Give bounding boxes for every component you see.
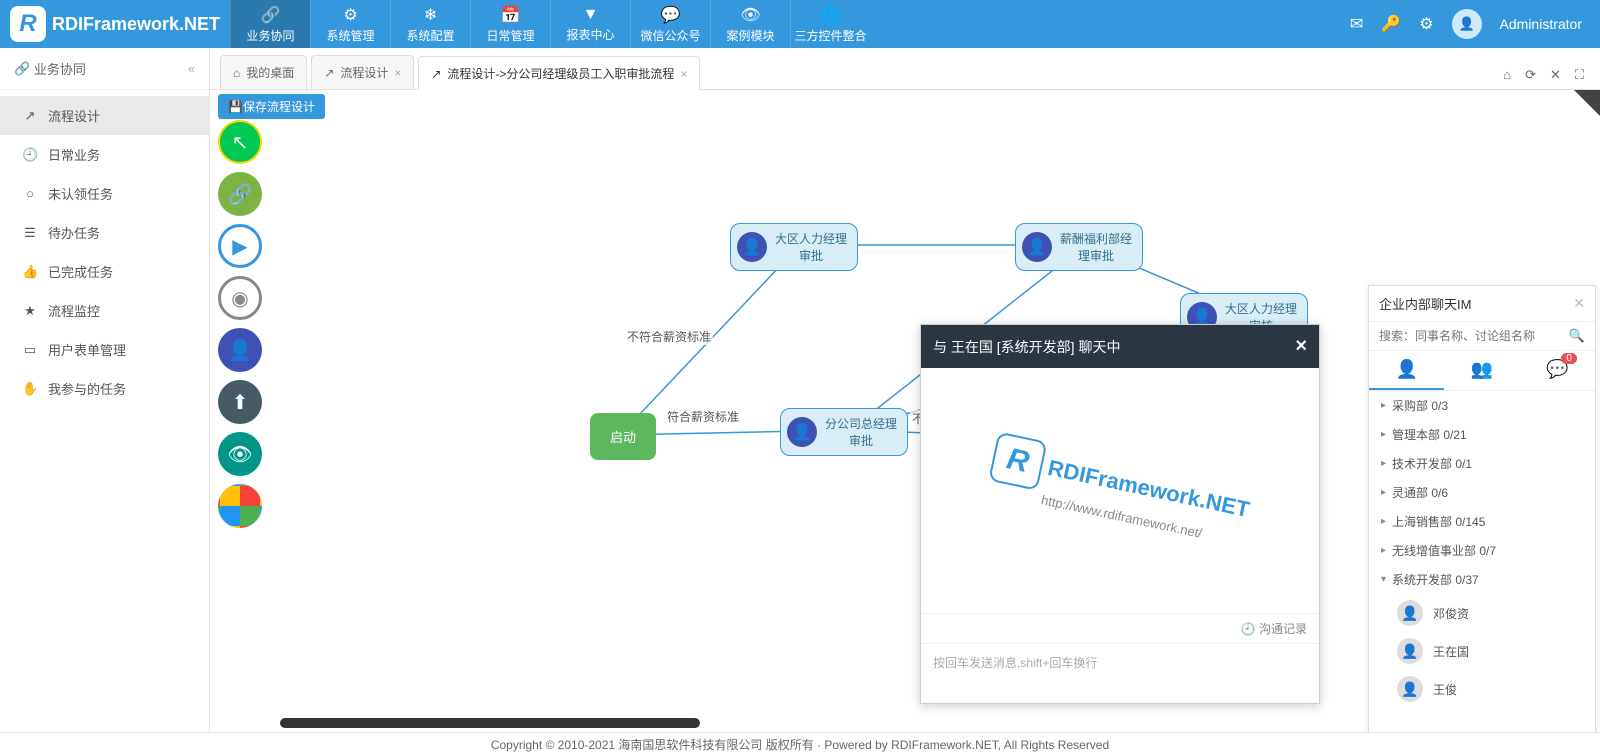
sidebar-item[interactable]: ○未认领任务 [0,174,209,213]
key-icon[interactable]: 🔑 [1381,14,1401,34]
tabbar-actions: ⌂ ⟳ ✕ ⛶ [1503,67,1600,89]
nav-item[interactable]: 👁案例模块 [710,0,790,48]
chat-titlebar[interactable]: 与 王在国 [系统开发部] 聊天中 × [921,325,1319,368]
corner-flag[interactable] [1574,90,1600,116]
tab[interactable]: ↗流程设计->分公司经理级员工入职审批流程× [418,56,700,90]
logo-icon: R [10,6,46,42]
sidebar-menu: ↗流程设计🕘日常业务○未认领任务☰待办任务👍已完成任务★流程监控▭用户表单管理✋… [0,90,209,414]
footer-text: Copyright © 2010-2021 海南国思软件科技有限公司 版权所有 … [491,736,1109,753]
home-icon[interactable]: ⌂ [1503,67,1511,83]
palette-link[interactable]: 🔗 [218,172,262,216]
chat-close-icon[interactable]: × [1295,335,1307,358]
sidebar-item[interactable]: ✋我参与的任务 [0,369,209,408]
im-contact-list: ▸采购部 0/3▸管理本部 0/21▸技术开发部 0/1▸灵通部 0/6▸上海销… [1369,391,1595,751]
im-tab-groups[interactable]: 👥 [1444,351,1519,390]
im-header: 企业内部聊天IM ✕ [1369,286,1595,322]
im-contact[interactable]: 👤王在国 [1369,632,1595,670]
im-dept[interactable]: ▸上海销售部 0/145 [1369,507,1595,536]
save-flow-button[interactable]: 💾保存流程设计 [218,94,325,119]
edge-label: 符合薪资标准 [665,408,741,425]
sidebar-header: 🔗 业务协同 « [0,48,209,90]
sidebar-title: 业务协同 [34,59,86,78]
user-name[interactable]: Administrator [1500,16,1582,32]
im-title: 企业内部聊天IM [1379,294,1471,313]
palette-user[interactable]: 👤 [218,328,262,372]
collapse-icon[interactable]: « [188,61,195,76]
flow-node-n1[interactable]: 👤大区人力经理审批 [730,223,858,271]
search-icon[interactable]: 🔍 [1569,328,1585,344]
im-dept[interactable]: ▸灵通部 0/6 [1369,478,1595,507]
share-icon: 🔗 [14,61,30,77]
sidebar-item[interactable]: ↗流程设计 [0,96,209,135]
nav-item[interactable]: ▼报表中心 [550,0,630,48]
palette-merge[interactable]: ⬆ [218,380,262,424]
close-all-icon[interactable]: ✕ [1550,67,1561,83]
top-navbar: R RDIFramework.NET 🔗业务协同⚙系统管理❄系统配置📅日常管理▼… [0,0,1600,48]
palette-eye[interactable]: 👁 [218,432,262,476]
flow-node-start[interactable]: 启动 [590,413,656,460]
tab-bar: ⌂我的桌面↗流程设计×↗流程设计->分公司经理级员工入职审批流程× ⌂ ⟳ ✕ … [210,48,1600,90]
sidebar-item[interactable]: ▭用户表单管理 [0,330,209,369]
flow-node-n4[interactable]: 👤分公司总经理审批 [780,408,908,456]
tab-close-icon[interactable]: × [394,66,401,80]
im-search: 🔍 [1369,322,1595,351]
nav-item[interactable]: ❄系统配置 [390,0,470,48]
im-badge: 0 [1561,353,1577,364]
im-dept[interactable]: ▸管理本部 0/21 [1369,420,1595,449]
sidebar-item[interactable]: ★流程监控 [0,291,209,330]
im-dept[interactable]: ▸技术开发部 0/1 [1369,449,1595,478]
gear-icon[interactable]: ⚙ [1419,14,1433,34]
sidebar-item[interactable]: 🕘日常业务 [0,135,209,174]
im-dept[interactable]: ▸采购部 0/3 [1369,391,1595,420]
edge-label: 不符合薪资标准 [625,328,713,345]
im-tab-contacts[interactable]: 👤 [1369,351,1444,390]
palette-color[interactable] [218,484,262,528]
tab-close-icon[interactable]: × [680,67,687,81]
chat-title-text: 与 王在国 [系统开发部] 聊天中 [933,337,1120,357]
sidebar: 🔗 业务协同 « ↗流程设计🕘日常业务○未认领任务☰待办任务👍已完成任务★流程监… [0,48,210,732]
flow-node-n2[interactable]: 👤薪酬福利部经理审批 [1015,223,1143,271]
nav-item[interactable]: 🔗业务协同 [230,0,310,48]
palette-target[interactable]: ◉ [218,276,262,320]
chat-body: R RDIFramework.NET http://www.rdiframewo… [921,368,1319,613]
im-dept[interactable]: ▸无线增值事业部 0/7 [1369,536,1595,565]
palette-start[interactable]: ▶ [218,224,262,268]
im-panel: 企业内部聊天IM ✕ 🔍 👤 👥 💬0 ▸采购部 0/3▸管理本部 0/21▸技… [1368,285,1596,752]
logo-text: RDIFramework.NET [52,14,220,35]
im-tab-messages[interactable]: 💬0 [1520,351,1595,390]
history-icon: 🕘 [1241,622,1256,636]
im-contact[interactable]: 👤王俊 [1369,670,1595,708]
sidebar-item[interactable]: 👍已完成任务 [0,252,209,291]
chat-input[interactable]: 按回车发送消息,shift+回车换行 [921,643,1319,703]
nav-item[interactable]: 🌐三方控件整合 [790,0,870,48]
navbar-right: ✉ 🔑 ⚙ 👤 Administrator [1350,9,1600,39]
h-scrollbar[interactable] [280,718,700,728]
watermark: R RDIFramework.NET http://www.rdiframewo… [985,432,1254,550]
refresh-icon[interactable]: ⟳ [1525,67,1536,83]
tab[interactable]: ↗流程设计× [311,55,414,89]
user-avatar[interactable]: 👤 [1452,9,1482,39]
nav-item[interactable]: 💬微信公众号 [630,0,710,48]
sidebar-item[interactable]: ☰待办任务 [0,213,209,252]
nav-menu: 🔗业务协同⚙系统管理❄系统配置📅日常管理▼报表中心💬微信公众号👁案例模块🌐三方控… [230,0,870,48]
logo[interactable]: R RDIFramework.NET [0,6,230,42]
mail-icon[interactable]: ✉ [1350,14,1363,34]
tab[interactable]: ⌂我的桌面 [220,55,307,89]
im-search-input[interactable] [1379,329,1569,343]
watermark-logo-icon: R [989,432,1048,491]
palette-pointer[interactable]: ↖ [218,120,262,164]
im-dept[interactable]: ▾系统开发部 0/37 [1369,565,1595,594]
im-close-icon[interactable]: ✕ [1573,295,1585,312]
chat-history-link[interactable]: 🕘 沟通记录 [921,613,1319,643]
fullscreen-icon[interactable]: ⛶ [1575,67,1584,83]
chat-window: 与 王在国 [系统开发部] 聊天中 × R RDIFramework.NET h… [920,324,1320,704]
nav-item[interactable]: 📅日常管理 [470,0,550,48]
footer: Copyright © 2010-2021 海南国思软件科技有限公司 版权所有 … [0,732,1600,756]
nav-item[interactable]: ⚙系统管理 [310,0,390,48]
palette: ↖ 🔗 ▶ ◉ 👤 ⬆ 👁 [218,120,262,528]
im-tabs: 👤 👥 💬0 [1369,351,1595,391]
im-contact[interactable]: 👤邓俊资 [1369,594,1595,632]
